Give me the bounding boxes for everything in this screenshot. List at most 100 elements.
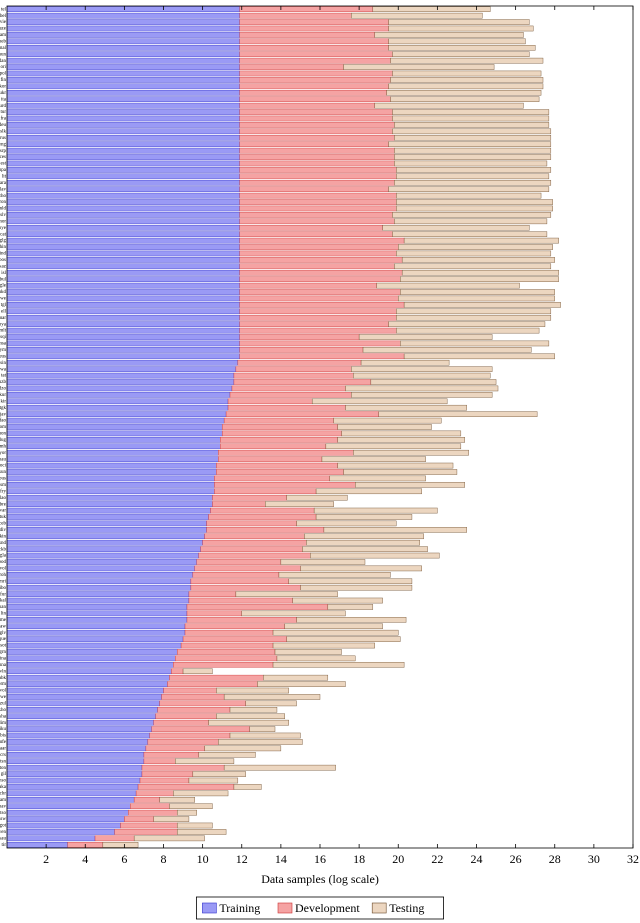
x-tick-label: 4 <box>82 852 88 866</box>
y-tick-label: tam <box>0 33 6 38</box>
bar-segment <box>6 591 190 597</box>
bar-segment <box>6 713 156 720</box>
y-tick-label: ina <box>0 657 7 662</box>
y-tick-label: got <box>0 824 7 829</box>
y-tick-label: glv <box>0 631 6 636</box>
bar-segment <box>229 707 278 713</box>
bar-segment <box>323 527 467 533</box>
bar-segment <box>6 192 240 199</box>
y-tick-label: vol <box>0 567 7 572</box>
bar-segment <box>337 437 465 443</box>
bar-segment <box>239 38 389 45</box>
y-tick-label: slk <box>0 129 6 134</box>
bar-segment <box>6 629 186 636</box>
bar-segment <box>239 334 360 340</box>
y-tick-label: heb <box>0 39 6 44</box>
y-tick-label: slv <box>0 213 6 218</box>
bar-segment <box>351 12 483 19</box>
bar-segment <box>351 392 493 398</box>
y-tick-label: jav <box>0 412 6 417</box>
bar-segment <box>6 520 207 527</box>
bar-segment <box>239 122 395 128</box>
bar-segment <box>6 289 240 295</box>
bar-segment <box>6 636 184 642</box>
bar-segment <box>6 437 221 443</box>
bar-segment <box>353 449 469 456</box>
y-tick-label: mar <box>0 316 6 321</box>
bar-segment <box>394 160 548 167</box>
y-tick-label: deu <box>0 123 6 128</box>
bar-segment <box>6 732 151 739</box>
bar-segment <box>192 771 246 777</box>
bar-segment <box>286 494 348 501</box>
bar-segment <box>239 327 397 334</box>
bar-segment <box>239 154 395 160</box>
bar-segment <box>239 186 389 192</box>
y-tick-label: bam <box>0 798 6 803</box>
bar-segment <box>6 494 213 501</box>
y-tick-label: kha <box>0 714 7 719</box>
bar-segment <box>6 385 233 392</box>
y-tick-label: haw <box>0 624 6 629</box>
bar-segment <box>6 359 239 366</box>
bar-segment <box>388 83 544 90</box>
y-tick-label: vie <box>0 20 7 25</box>
bar-segment <box>6 501 213 507</box>
bar-segment <box>202 539 307 546</box>
y-tick-label: aar <box>0 747 6 752</box>
y-tick-label: abk <box>0 676 6 681</box>
y-tick-label: wol <box>0 689 7 694</box>
x-tick-label: 10 <box>197 852 209 866</box>
bar-segment <box>370 379 497 385</box>
y-tick-label: grn <box>0 650 6 655</box>
y-tick-label: fur <box>0 592 6 597</box>
x-tick-label: 20 <box>392 852 404 866</box>
bar-segment <box>239 57 391 64</box>
x-tick-label: 22 <box>431 852 443 866</box>
y-tick-label: mkd <box>0 290 6 295</box>
y-tick-label: ewe <box>0 695 7 700</box>
bar-segment <box>190 584 301 591</box>
bar-segment <box>239 70 393 77</box>
bar-segment <box>351 366 493 372</box>
y-tick-label: msa <box>0 342 7 347</box>
bar-segment <box>6 514 209 520</box>
y-tick-label: ceb <box>0 522 6 527</box>
bar-segment <box>378 411 538 417</box>
bar-segment <box>216 462 338 469</box>
bar-segment <box>6 835 96 842</box>
y-tick-label: tur <box>0 110 6 115</box>
bar-segment <box>245 700 297 707</box>
bar-segment <box>6 578 192 585</box>
bar-segment <box>6 642 182 649</box>
bar-segment <box>239 25 389 32</box>
bar-segment <box>194 565 301 572</box>
bar-segment <box>343 64 495 70</box>
bar-segment <box>6 244 240 250</box>
y-tick-label: mlt <box>0 329 7 334</box>
bar-segment <box>353 372 491 379</box>
legend: Training Development Testing <box>195 896 444 920</box>
bar-segment <box>235 591 338 597</box>
bar-segment <box>239 276 401 282</box>
y-tick-label: spa <box>0 168 7 173</box>
bar-segment <box>223 694 321 700</box>
bar-segment <box>6 321 240 327</box>
x-tick-label: 6 <box>121 852 127 866</box>
bar-segment <box>6 308 240 315</box>
bar-segment <box>233 379 372 385</box>
y-tick-label: kor <box>0 84 6 89</box>
bar-segment <box>296 617 407 623</box>
bar-segment <box>394 147 552 154</box>
bar-segment <box>239 250 397 257</box>
y-tick-label: ibo <box>0 586 6 591</box>
bar-segment <box>6 482 215 488</box>
bar-segment <box>239 96 391 102</box>
bar-segment <box>153 719 209 726</box>
bar-segment <box>382 224 530 231</box>
y-tick-label: yor <box>0 451 6 456</box>
bar-segment <box>398 295 555 302</box>
x-tick-label: 28 <box>549 852 561 866</box>
bar-segment <box>239 51 393 57</box>
